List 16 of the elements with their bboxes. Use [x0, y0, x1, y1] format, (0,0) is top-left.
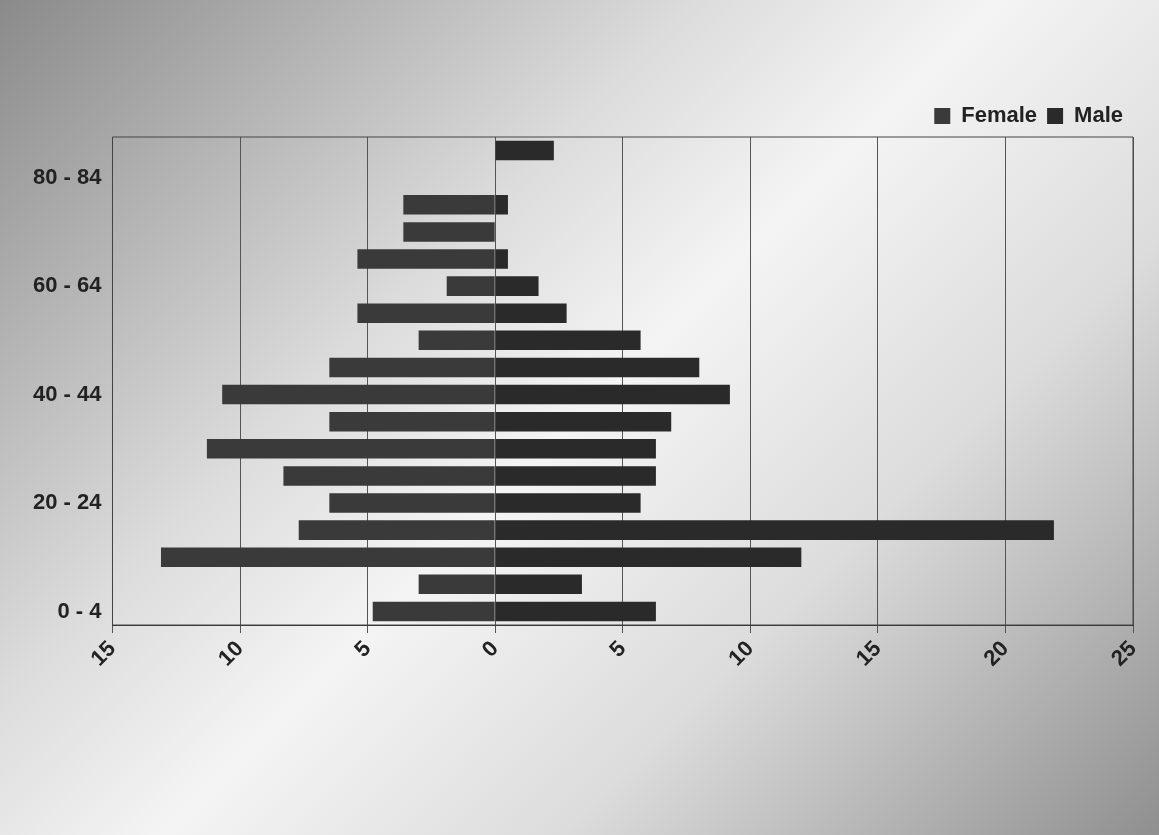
y-tick-label: 0 - 4 [57, 597, 103, 623]
x-tick-label: 0 [476, 635, 503, 662]
x-tick-label: 10 [212, 635, 248, 671]
x-tick-label: 5 [604, 635, 631, 662]
legend-label: Female [961, 102, 1038, 128]
x-tick-label: 25 [1105, 635, 1141, 671]
x-tick-label: 15 [850, 635, 886, 671]
x-tick-label: 5 [349, 635, 376, 662]
y-tick-label: 80 - 84 [32, 163, 103, 189]
y-tick-label: 60 - 64 [32, 272, 103, 298]
x-tick-label: 20 [978, 635, 1014, 671]
y-tick-label: 40 - 44 [32, 380, 103, 406]
x-tick-label: 10 [723, 635, 759, 671]
x-tick-label: 15 [85, 635, 121, 671]
y-tick-label: 20 - 24 [32, 489, 103, 515]
legend-label: Male [1074, 102, 1124, 128]
